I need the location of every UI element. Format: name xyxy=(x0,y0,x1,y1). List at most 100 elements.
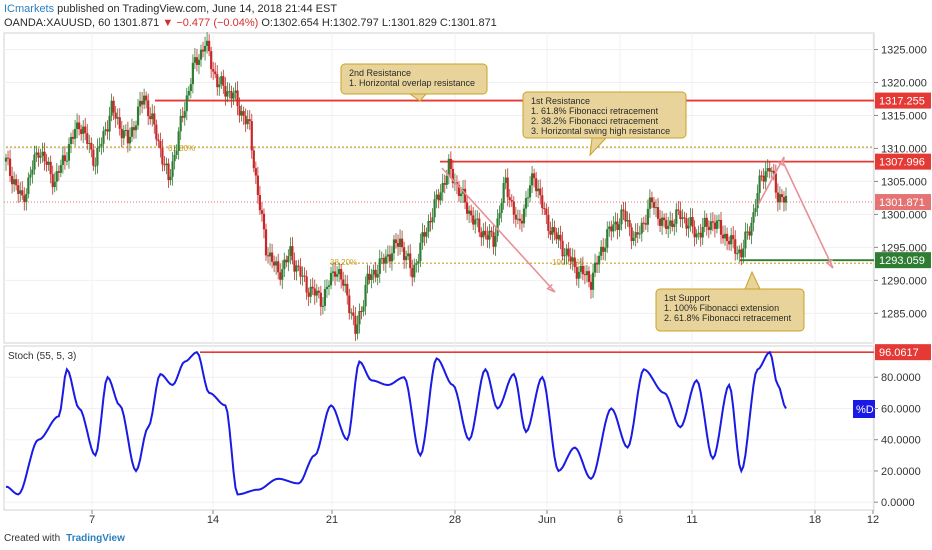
note-second-resistance-line: 2nd Resistance xyxy=(349,68,411,78)
candle-body xyxy=(388,254,392,262)
candle-body xyxy=(463,188,467,203)
candle-body xyxy=(130,127,134,137)
y-tick-label: 1325.000 xyxy=(881,44,927,56)
candle-body xyxy=(149,116,152,120)
candle-body xyxy=(163,164,166,166)
candle-body xyxy=(220,76,223,85)
x-tick-label: 11 xyxy=(686,514,697,526)
candle-body xyxy=(748,231,751,236)
candle-body xyxy=(65,160,69,162)
candle-body xyxy=(179,116,182,132)
candle-body xyxy=(622,209,625,211)
candle-body xyxy=(234,90,237,93)
price-tag-label: 1293.059 xyxy=(879,255,925,267)
candle-body xyxy=(232,92,235,99)
candle-body xyxy=(415,263,418,265)
candle-body xyxy=(346,283,349,296)
candle-body xyxy=(8,158,12,176)
candle-body xyxy=(39,155,42,158)
candle-body xyxy=(711,221,714,223)
candle-body xyxy=(669,220,672,226)
candle-body xyxy=(35,152,38,155)
candle-body xyxy=(55,171,58,182)
candle-body xyxy=(364,284,367,307)
fibonacci-lines: 61.80% 38.20% 100.00% xyxy=(6,144,874,267)
candle-body xyxy=(53,181,56,188)
candle-body xyxy=(165,163,168,166)
candle-body xyxy=(309,286,312,297)
candle-body xyxy=(559,234,562,241)
candle-body xyxy=(457,184,461,197)
candle-body xyxy=(772,170,775,174)
candle-body xyxy=(719,219,723,235)
level-lines: 1317.255 1307.996 1301.871 1293.059 xyxy=(4,92,931,269)
candle-body xyxy=(642,222,645,224)
stoch-y-tick-label: 20.0000 xyxy=(881,466,921,478)
candle-body xyxy=(465,202,469,214)
candle-body xyxy=(405,256,408,261)
candle-body xyxy=(45,161,48,165)
y-tick-label: 1310.000 xyxy=(881,143,927,155)
candle-body xyxy=(535,178,538,192)
candle-body xyxy=(705,217,708,227)
candle-body xyxy=(392,239,396,254)
candle-body xyxy=(201,49,205,52)
candle-body xyxy=(193,57,197,63)
candle-body xyxy=(650,197,654,203)
candle-body xyxy=(246,119,249,125)
candle-body xyxy=(157,139,160,141)
x-tick-label: 12 xyxy=(867,514,879,526)
candle-body xyxy=(106,129,109,132)
candle-body xyxy=(254,168,257,176)
candle-body xyxy=(598,255,601,265)
candle-body xyxy=(717,219,721,221)
candle-body xyxy=(703,217,706,227)
fib-label-left: 61.80% xyxy=(168,144,195,153)
candle-body xyxy=(425,231,428,237)
candle-body xyxy=(526,197,530,199)
candle-body xyxy=(496,218,499,237)
candle-body xyxy=(214,71,217,75)
candle-body xyxy=(545,208,548,215)
candle-body xyxy=(277,261,280,273)
candle-body xyxy=(132,127,136,131)
note-first-support-box xyxy=(655,288,805,332)
candle-body xyxy=(19,190,22,194)
note-second-resistance-line: 1. Horizontal overlap resistance xyxy=(349,78,475,88)
candle-body xyxy=(199,49,203,60)
candle-body xyxy=(413,264,416,278)
candle-body xyxy=(551,227,554,235)
x-tick-label: 18 xyxy=(809,514,821,526)
candle-body xyxy=(673,223,676,227)
candle-body xyxy=(400,238,404,248)
y-tick-label: 1320.000 xyxy=(881,77,927,89)
candle-body xyxy=(504,177,507,183)
candle-body xyxy=(313,288,316,296)
y-tick-label: 1295.000 xyxy=(881,242,927,254)
note-first-resistance-line: 1st Resistance xyxy=(531,96,590,106)
candle-body xyxy=(344,283,347,286)
candle-body xyxy=(342,279,345,286)
projection-arrow-up-head xyxy=(777,156,785,167)
candle-body xyxy=(43,151,46,162)
candle-body xyxy=(356,324,359,334)
candle-body xyxy=(577,271,580,279)
candle-body xyxy=(191,62,194,85)
candle-body xyxy=(108,115,111,132)
candle-body xyxy=(203,45,207,52)
candle-body xyxy=(41,151,44,156)
candle-body xyxy=(177,131,180,152)
projection-arrows xyxy=(441,156,834,293)
candle-body xyxy=(638,233,641,235)
stochastic-pane: Stoch (55, 5, 3) 96.0617 %D xyxy=(5,344,931,496)
publisher-link[interactable]: ICmarkets xyxy=(4,3,55,15)
tradingview-logo[interactable]: TradingView xyxy=(66,533,125,544)
candle-body xyxy=(147,100,150,117)
candle-body xyxy=(563,255,566,257)
candle-body xyxy=(685,218,688,229)
candle-body xyxy=(380,258,383,260)
candle-body xyxy=(159,140,162,149)
candle-body xyxy=(616,221,619,230)
candle-body xyxy=(262,213,266,230)
